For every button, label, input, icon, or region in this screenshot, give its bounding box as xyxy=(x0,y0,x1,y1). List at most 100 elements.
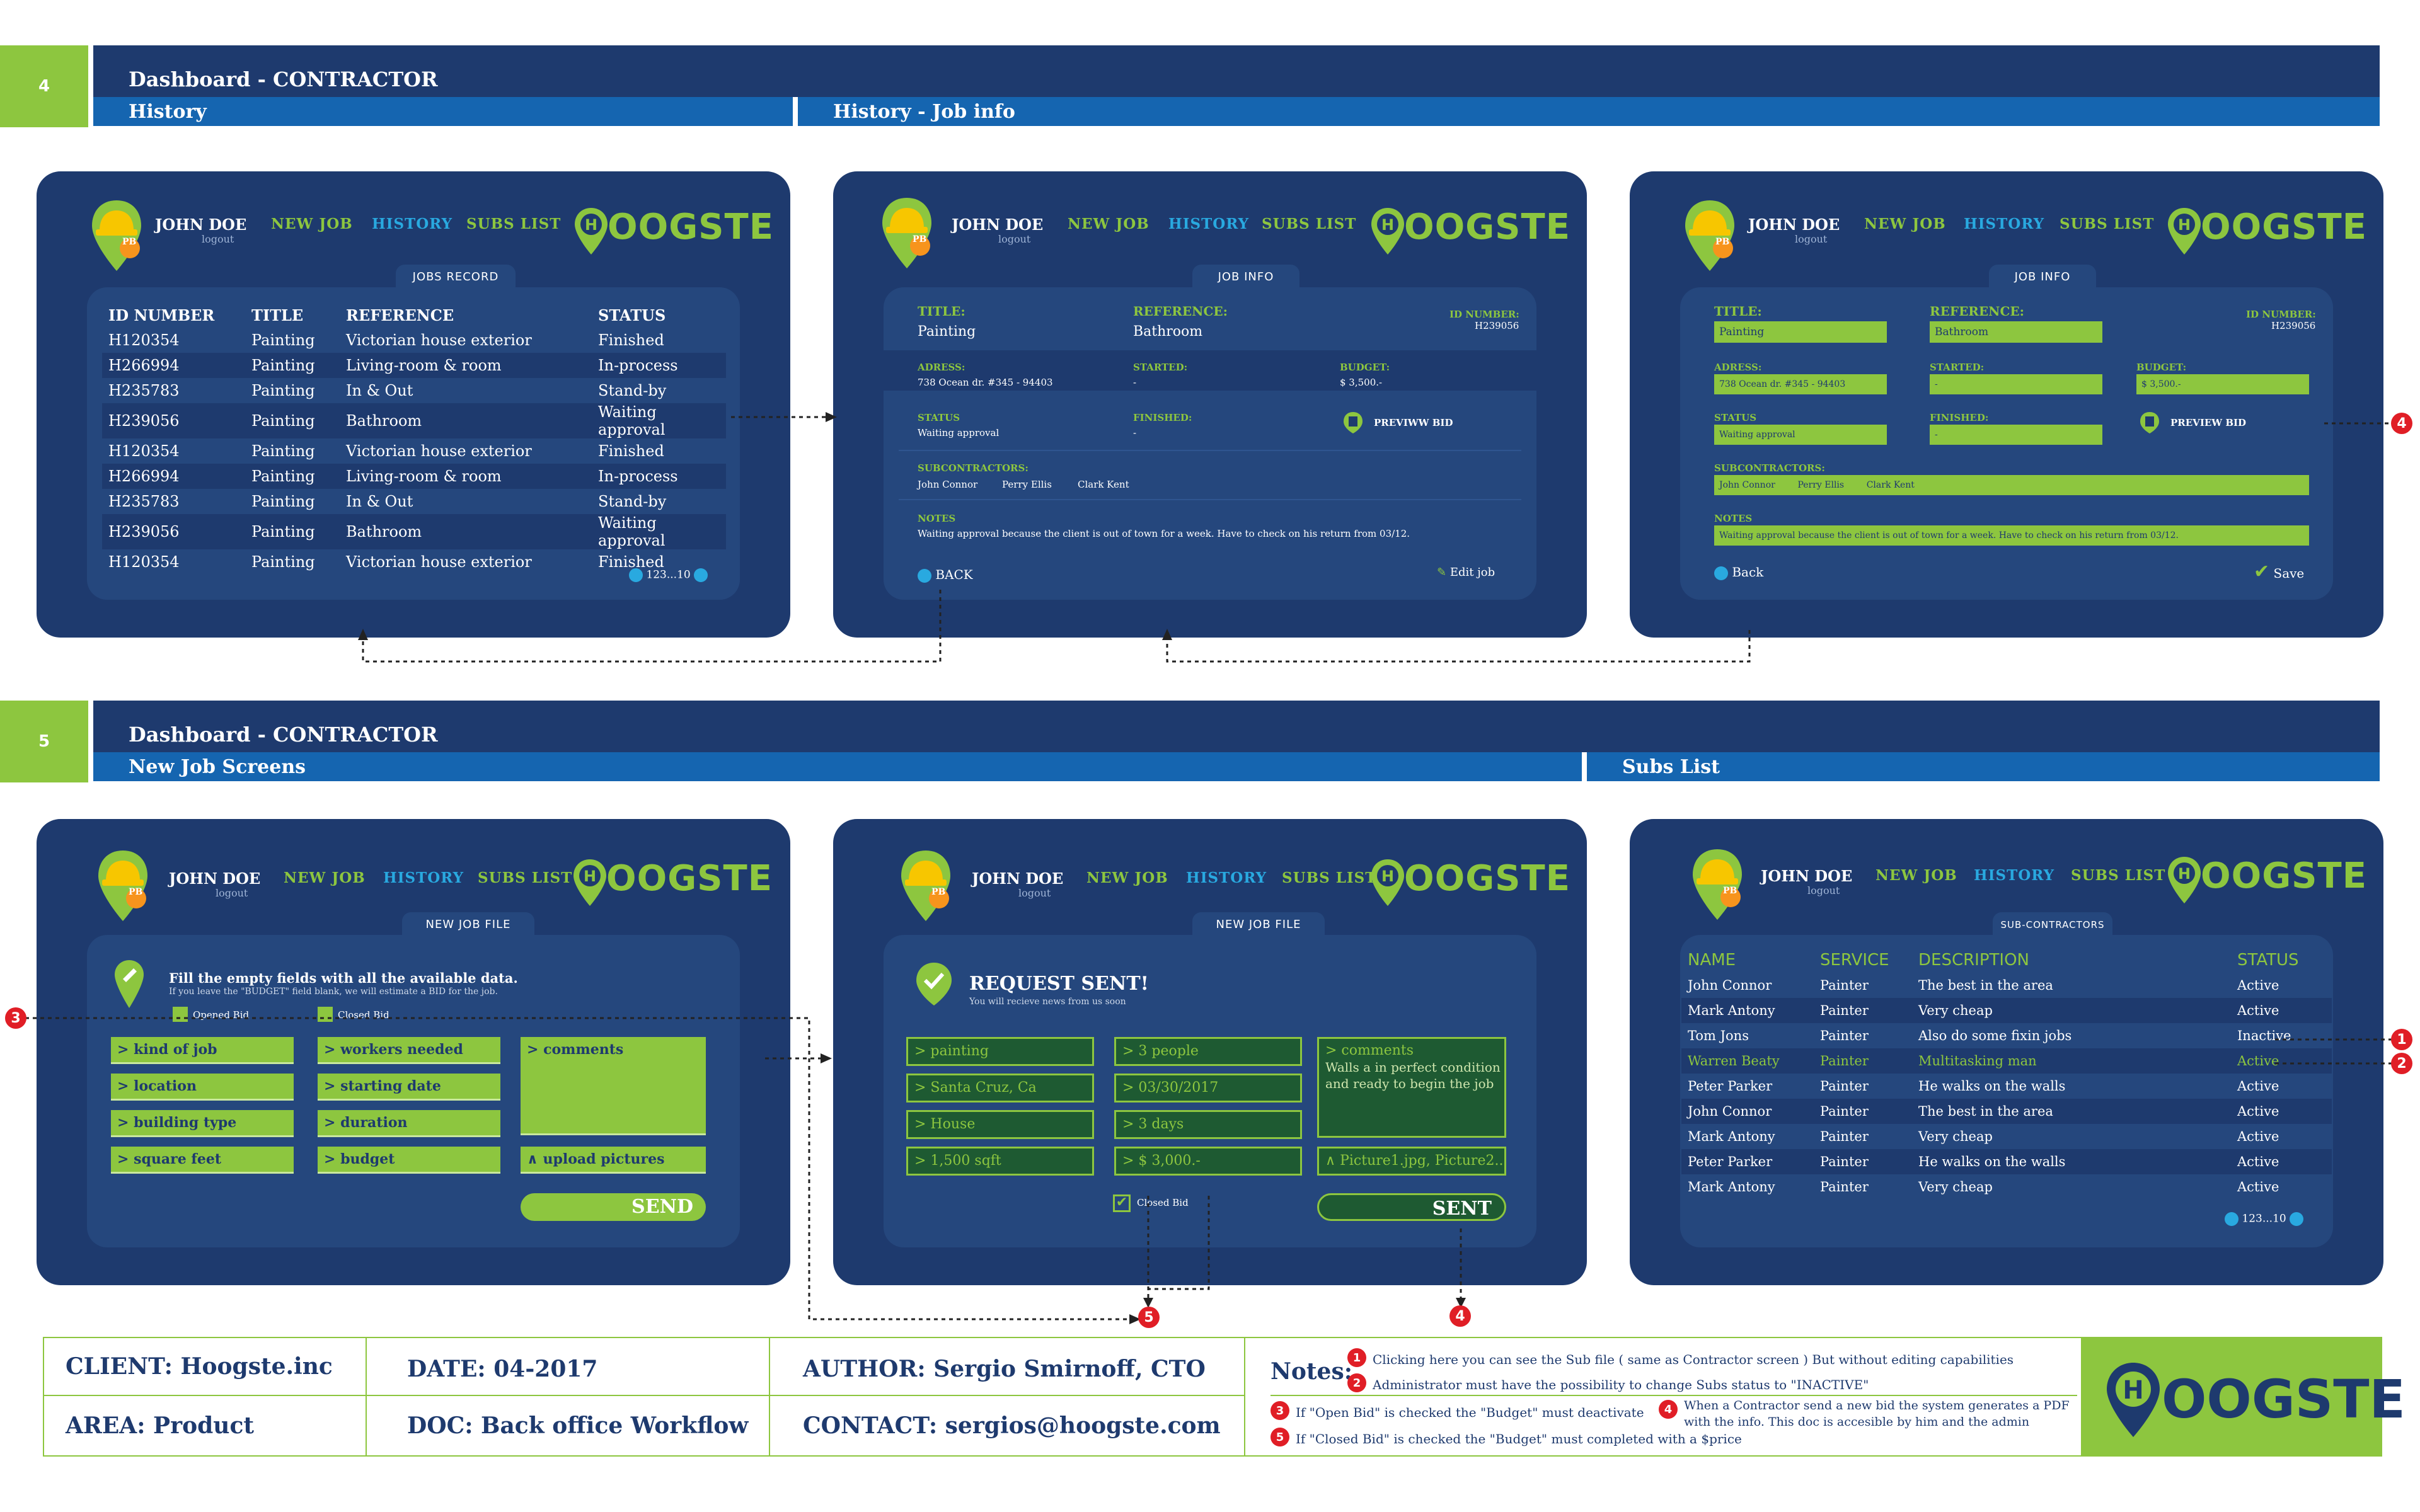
workers-needed-input[interactable]: > workers needed xyxy=(318,1037,500,1064)
logout-link[interactable]: logout xyxy=(202,233,234,245)
starting-date-input[interactable]: > starting date xyxy=(318,1074,500,1101)
logout-link[interactable]: logout xyxy=(216,887,248,899)
sub-name[interactable]: John Connor xyxy=(918,479,978,490)
table-row[interactable]: John Connor Painter The best in the area Ac… xyxy=(1681,973,2332,998)
next-page-icon[interactable] xyxy=(694,568,708,582)
nav-subs-list[interactable]: SUBS LIST xyxy=(466,215,562,232)
table-row[interactable]: H120354 Painting Victorian house exterior F… xyxy=(102,549,726,575)
duration-input[interactable]: > duration xyxy=(318,1110,500,1137)
closed-bid-checkbox[interactable] xyxy=(318,1007,333,1022)
reference-label: REFERENCE: xyxy=(1930,304,2024,319)
budget-value: > $ 3,000.- xyxy=(1114,1147,1302,1176)
logout-link[interactable]: logout xyxy=(1795,233,1828,245)
table-row[interactable]: Mark Antony Painter Very cheap Active xyxy=(1681,1174,2332,1200)
send-button[interactable]: SEND xyxy=(521,1193,706,1221)
nav-new-job[interactable]: NEW JOB xyxy=(1086,869,1168,886)
finished-input[interactable]: - xyxy=(1930,425,2102,445)
table-row[interactable]: Mark Antony Painter Very cheap Active xyxy=(1681,998,2332,1023)
square-feet-input[interactable]: > square feet xyxy=(111,1147,294,1174)
nav-new-job[interactable]: NEW JOB xyxy=(271,215,353,232)
building-type-value: > House xyxy=(906,1110,1094,1139)
id-value: H239056 xyxy=(1475,320,1519,331)
logout-link[interactable]: logout xyxy=(1018,887,1051,899)
table-row[interactable]: H239056 Painting Bathroom Waiting approval xyxy=(102,514,726,549)
reference-input[interactable]: Bathroom xyxy=(1930,321,2102,343)
table-cell[interactable]: Inactive xyxy=(2231,1023,2332,1048)
nav-history[interactable]: HISTORY xyxy=(1186,869,1267,886)
nav-new-job[interactable]: NEW JOB xyxy=(1876,867,1957,884)
preview-bid-link[interactable]: PREVIEW BID xyxy=(2170,417,2247,428)
nav-history[interactable]: HISTORY xyxy=(1168,215,1250,232)
note-3: If "Open Bid" is checked the "Budget" mu… xyxy=(1296,1405,1644,1420)
nav-new-job[interactable]: NEW JOB xyxy=(1864,215,1946,232)
save-button[interactable]: ✔ Save xyxy=(2254,561,2304,583)
prev-page-icon[interactable] xyxy=(2225,1212,2238,1226)
pdf-doc-icon[interactable] xyxy=(2139,411,2160,435)
status-input[interactable]: Waiting approval xyxy=(1714,425,1887,445)
user-badge: PB xyxy=(129,887,143,897)
preview-bid-link[interactable]: PREVIWW BID xyxy=(1374,417,1453,428)
table-cell[interactable]: Active xyxy=(2231,998,2332,1023)
nav-history[interactable]: HISTORY xyxy=(1964,215,2045,232)
tab-sub-contractors: SUB-CONTRACTORS xyxy=(1993,912,2112,937)
table-row[interactable]: H235783 Painting In & Out Stand-by xyxy=(102,489,726,514)
nav-history[interactable]: HISTORY xyxy=(383,869,464,886)
budget-input[interactable]: $ 3,500.- xyxy=(2136,374,2309,394)
table-cell[interactable]: Active xyxy=(2231,1099,2332,1124)
nav-history[interactable]: HISTORY xyxy=(1974,867,2055,884)
sub-name[interactable]: Perry Ellis xyxy=(1002,479,1052,490)
table-cell: In-process xyxy=(592,464,726,489)
next-page-icon[interactable] xyxy=(2290,1212,2304,1226)
pdf-doc-icon[interactable] xyxy=(1342,411,1364,435)
nav-history[interactable]: HISTORY xyxy=(372,215,453,232)
table-cell[interactable]: Active xyxy=(2231,1124,2332,1149)
subcontractors-input[interactable]: John Connor Perry Ellis Clark Kent xyxy=(1714,475,2309,495)
table-cell[interactable]: Active xyxy=(2231,1048,2332,1074)
table-row[interactable]: H266994 Painting Living-room & room In-proc… xyxy=(102,464,726,489)
logout-link[interactable]: logout xyxy=(1807,885,1840,896)
table-row[interactable]: Tom Jons Painter Also do some fixin jobs In… xyxy=(1681,1023,2332,1048)
back-button[interactable]: BACK xyxy=(918,567,973,583)
table-row[interactable]: Peter Parker Painter He walks on the walls… xyxy=(1681,1149,2332,1174)
pagination[interactable]: 123...10 xyxy=(2225,1212,2304,1226)
nav-new-job[interactable]: NEW JOB xyxy=(1068,215,1150,232)
nav-subs-list[interactable]: SUBS LIST xyxy=(2071,867,2166,884)
upload-pictures-button[interactable]: ∧ upload pictures xyxy=(521,1147,706,1174)
sub-name[interactable]: Clark Kent xyxy=(1078,479,1129,490)
nav-subs-list[interactable]: SUBS LIST xyxy=(2060,215,2155,232)
table-row[interactable]: Peter Parker Painter He walks on the walls… xyxy=(1681,1074,2332,1099)
table-cell[interactable]: Active xyxy=(2231,973,2332,998)
page-numbers[interactable]: 123...10 xyxy=(2242,1212,2286,1225)
table-row[interactable]: H120354 Painting Victorian house exterior F… xyxy=(102,328,726,353)
table-row[interactable]: Mark Antony Painter Very cheap Active xyxy=(1681,1124,2332,1149)
table-cell[interactable]: Active xyxy=(2231,1149,2332,1174)
logout-link[interactable]: logout xyxy=(998,233,1031,245)
kind-of-job-input[interactable]: > kind of job xyxy=(111,1037,294,1064)
title-input[interactable]: Painting xyxy=(1714,321,1887,343)
table-row[interactable]: H235783 Painting In & Out Stand-by xyxy=(102,378,726,403)
edit-job-button[interactable]: ✎ Edit job xyxy=(1437,566,1495,579)
nav-subs-list[interactable]: SUBS LIST xyxy=(1262,215,1357,232)
pagination[interactable]: 123...10 xyxy=(629,568,708,582)
building-type-input[interactable]: > building type xyxy=(111,1110,294,1137)
nav-subs-list[interactable]: SUBS LIST xyxy=(478,869,573,886)
started-input[interactable]: - xyxy=(1930,374,2102,394)
prev-page-icon[interactable] xyxy=(629,568,643,582)
table-row[interactable]: H266994 Painting Living-room & room In-proc… xyxy=(102,353,726,378)
address-input[interactable]: 738 Ocean dr. #345 - 94403 xyxy=(1714,374,1887,394)
page-numbers[interactable]: 123...10 xyxy=(646,568,691,581)
table-row[interactable]: John Connor Painter The best in the area Ac… xyxy=(1681,1099,2332,1124)
table-cell[interactable]: Active xyxy=(2231,1074,2332,1099)
comments-textarea[interactable]: > comments xyxy=(521,1037,706,1135)
table-row[interactable]: Warren Beaty Painter Multitasking man Activ… xyxy=(1681,1048,2332,1074)
location-input[interactable]: > location xyxy=(111,1074,294,1101)
table-row[interactable]: H239056 Painting Bathroom Waiting approval xyxy=(102,403,726,438)
opened-bid-checkbox[interactable] xyxy=(173,1007,188,1022)
nav-subs-list[interactable]: SUBS LIST xyxy=(1282,869,1377,886)
budget-input[interactable]: > budget xyxy=(318,1147,500,1174)
table-row[interactable]: H120354 Painting Victorian house exterior F… xyxy=(102,438,726,464)
nav-new-job[interactable]: NEW JOB xyxy=(284,869,366,886)
table-cell[interactable]: Active xyxy=(2231,1174,2332,1200)
notes-input[interactable]: Waiting approval because the client is o… xyxy=(1714,525,2309,546)
back-button[interactable]: Back xyxy=(1714,564,1763,580)
